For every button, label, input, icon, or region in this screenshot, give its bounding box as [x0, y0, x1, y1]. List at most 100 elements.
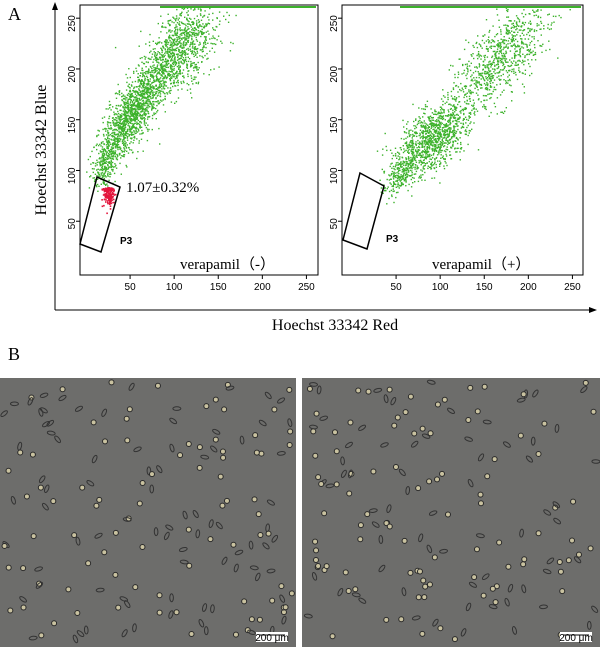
- event: [421, 179, 423, 181]
- event: [103, 168, 105, 170]
- event: [429, 166, 431, 168]
- event: [189, 48, 191, 50]
- event: [515, 74, 517, 76]
- event: [422, 116, 424, 118]
- event: [433, 150, 436, 153]
- event: [116, 157, 118, 159]
- event: [143, 121, 146, 123]
- event: [163, 55, 165, 58]
- event: [148, 57, 150, 60]
- event: [408, 131, 410, 133]
- event: [119, 162, 121, 165]
- event: [207, 16, 209, 18]
- event: [468, 65, 471, 67]
- event: [156, 65, 158, 68]
- event: [186, 34, 188, 36]
- event: [105, 154, 107, 156]
- event: [424, 130, 427, 133]
- event: [516, 50, 518, 52]
- event: [130, 94, 132, 97]
- event: [155, 56, 157, 58]
- event: [144, 87, 146, 89]
- event: [478, 76, 480, 79]
- event: [200, 49, 202, 51]
- scatter-plot: 50 100 150 200 250501001502002501.07±0.32%P3…: [67, 4, 319, 293]
- event: [434, 126, 437, 129]
- event: [201, 61, 203, 63]
- event: [467, 143, 469, 146]
- event: [447, 94, 449, 96]
- event: [394, 176, 396, 178]
- event: [453, 82, 455, 84]
- event: [531, 36, 533, 38]
- event: [462, 91, 465, 93]
- event: [127, 101, 129, 103]
- event: [192, 33, 194, 35]
- event: [129, 119, 132, 121]
- event: [129, 106, 131, 109]
- event: [456, 107, 458, 109]
- event: [498, 65, 500, 68]
- event: [107, 146, 109, 148]
- cell: [23, 493, 30, 500]
- event: [515, 46, 517, 48]
- event: [502, 56, 504, 58]
- event: [129, 116, 131, 118]
- event: [157, 41, 159, 44]
- event: [511, 100, 513, 102]
- event: [176, 22, 179, 24]
- event: [135, 98, 137, 101]
- event: [427, 142, 429, 144]
- event: [96, 148, 98, 151]
- event: [186, 19, 188, 21]
- event: [165, 64, 167, 66]
- event: [138, 80, 141, 82]
- event: [438, 136, 440, 139]
- event: [133, 135, 136, 138]
- event: [534, 11, 536, 13]
- event: [455, 151, 457, 153]
- event: [482, 64, 484, 66]
- event: [180, 15, 182, 17]
- event: [431, 148, 433, 150]
- event: [194, 8, 196, 11]
- event: [423, 165, 425, 167]
- event: [519, 50, 521, 53]
- event: [435, 141, 437, 143]
- event: [435, 149, 438, 152]
- event: [391, 185, 393, 187]
- event: [120, 138, 122, 140]
- event: [528, 34, 531, 37]
- event: [502, 48, 504, 51]
- event: [402, 167, 405, 169]
- event: [454, 117, 456, 119]
- event: [473, 102, 475, 104]
- cell: [95, 587, 105, 593]
- event: [512, 24, 515, 27]
- event: [103, 159, 106, 161]
- event: [140, 111, 142, 113]
- event: [423, 168, 426, 170]
- event: [101, 199, 103, 201]
- event: [98, 175, 100, 177]
- event: [534, 46, 536, 49]
- event: [111, 199, 113, 201]
- event: [408, 175, 410, 177]
- event: [429, 166, 432, 169]
- event: [184, 50, 186, 52]
- cell: [91, 454, 98, 464]
- event: [419, 137, 422, 139]
- event: [130, 133, 132, 135]
- event: [533, 30, 536, 33]
- event: [485, 88, 488, 91]
- event: [452, 132, 455, 135]
- cell: [279, 594, 286, 603]
- event: [136, 86, 138, 88]
- event: [145, 126, 148, 129]
- event: [175, 28, 177, 31]
- event: [411, 148, 413, 150]
- cell: [122, 517, 132, 522]
- event: [530, 29, 533, 31]
- event: [182, 29, 184, 31]
- event: [402, 183, 404, 186]
